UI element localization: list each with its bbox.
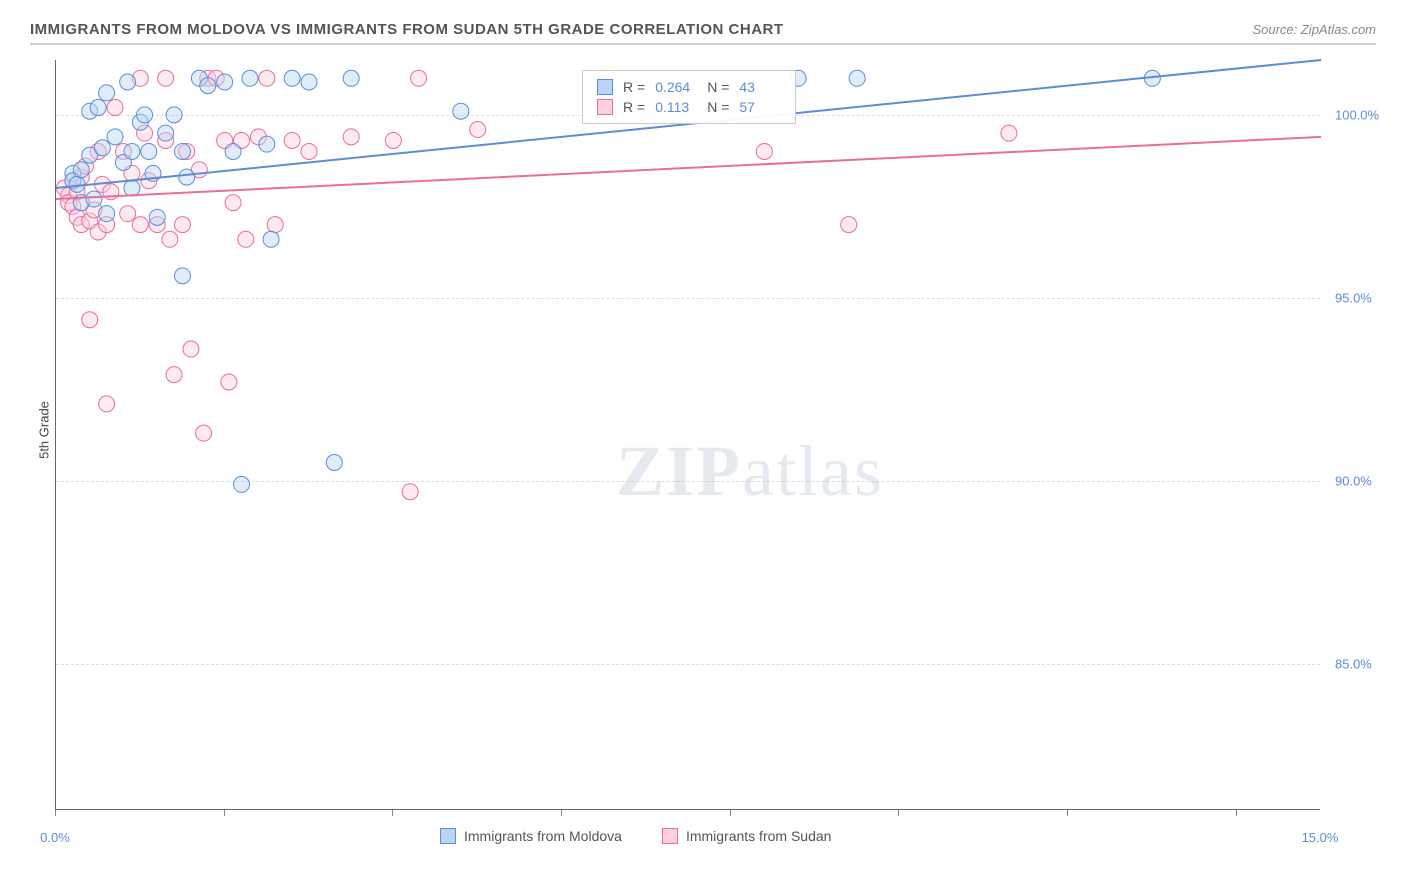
data-point (470, 122, 486, 138)
data-point (267, 217, 283, 233)
data-point (343, 70, 359, 86)
data-point (86, 191, 102, 207)
data-point (1001, 125, 1017, 141)
data-point (343, 129, 359, 145)
r-label: R = (623, 99, 645, 115)
data-point (99, 206, 115, 222)
data-point (166, 107, 182, 123)
stats-row-moldova: R = 0.264 N = 43 (597, 77, 781, 97)
data-point (175, 268, 191, 284)
data-point (73, 162, 89, 178)
data-point (200, 78, 216, 94)
data-point (196, 425, 212, 441)
scatter-plot (56, 60, 1320, 809)
data-point (225, 195, 241, 211)
sudan-r-value: 0.113 (655, 99, 697, 115)
data-point (175, 217, 191, 233)
x-tick (224, 810, 225, 816)
x-tick-label: 15.0% (1302, 830, 1339, 845)
x-tick (1236, 810, 1237, 816)
x-tick-label: 0.0% (40, 830, 70, 845)
legend-item-sudan: Immigrants from Sudan (662, 828, 832, 844)
y-tick-label: 85.0% (1335, 656, 1372, 671)
swatch-moldova (440, 828, 456, 844)
data-point (162, 231, 178, 247)
x-tick (392, 810, 393, 816)
stats-legend-box: R = 0.264 N = 43 R = 0.113 N = 57 (582, 70, 796, 124)
data-point (238, 231, 254, 247)
data-point (221, 374, 237, 390)
data-point (124, 180, 140, 196)
y-axis-label: 5th Grade (36, 401, 51, 459)
data-point (141, 143, 157, 159)
data-point (217, 74, 233, 90)
source-attribution: Source: ZipAtlas.com (1252, 22, 1376, 37)
data-point (149, 209, 165, 225)
data-point (259, 70, 275, 86)
moldova-r-value: 0.264 (655, 79, 697, 95)
swatch-sudan (662, 828, 678, 844)
data-point (124, 143, 140, 159)
data-point (284, 132, 300, 148)
x-tick (1067, 810, 1068, 816)
data-point (225, 143, 241, 159)
x-tick (898, 810, 899, 816)
x-tick (730, 810, 731, 816)
data-point (234, 476, 250, 492)
data-point (301, 143, 317, 159)
y-tick-label: 100.0% (1335, 107, 1379, 122)
r-label: R = (623, 79, 645, 95)
y-tick-label: 95.0% (1335, 290, 1372, 305)
data-point (107, 100, 123, 116)
data-point (841, 217, 857, 233)
legend-label-sudan: Immigrants from Sudan (686, 828, 832, 844)
data-point (411, 70, 427, 86)
x-tick (561, 810, 562, 816)
data-point (453, 103, 469, 119)
data-point (120, 206, 136, 222)
data-point (158, 125, 174, 141)
data-point (137, 107, 153, 123)
stats-row-sudan: R = 0.113 N = 57 (597, 97, 781, 117)
data-point (158, 70, 174, 86)
chart-title: IMMIGRANTS FROM MOLDOVA VS IMMIGRANTS FR… (30, 21, 784, 38)
swatch-moldova (597, 79, 613, 95)
data-point (301, 74, 317, 90)
moldova-n-value: 43 (739, 79, 781, 95)
data-point (120, 74, 136, 90)
data-point (284, 70, 300, 86)
data-point (107, 129, 123, 145)
data-point (402, 484, 418, 500)
data-point (179, 169, 195, 185)
title-bar: IMMIGRANTS FROM MOLDOVA VS IMMIGRANTS FR… (30, 15, 1376, 45)
n-label: N = (707, 99, 729, 115)
data-point (175, 143, 191, 159)
swatch-sudan (597, 99, 613, 115)
data-point (263, 231, 279, 247)
data-point (849, 70, 865, 86)
data-point (756, 143, 772, 159)
plot-area: ZIPatlas R = 0.264 N = 43 R = 0.113 N = … (55, 60, 1320, 810)
legend-label-moldova: Immigrants from Moldova (464, 828, 622, 844)
y-tick-label: 90.0% (1335, 473, 1372, 488)
sudan-n-value: 57 (739, 99, 781, 115)
data-point (90, 100, 106, 116)
data-point (385, 132, 401, 148)
data-point (82, 312, 98, 328)
data-point (166, 367, 182, 383)
data-point (94, 140, 110, 156)
data-point (99, 396, 115, 412)
data-point (132, 217, 148, 233)
data-point (326, 454, 342, 470)
bottom-legend: Immigrants from Moldova Immigrants from … (440, 828, 831, 844)
x-tick (55, 810, 56, 816)
legend-item-moldova: Immigrants from Moldova (440, 828, 622, 844)
data-point (259, 136, 275, 152)
data-point (242, 70, 258, 86)
data-point (183, 341, 199, 357)
data-point (99, 85, 115, 101)
n-label: N = (707, 79, 729, 95)
